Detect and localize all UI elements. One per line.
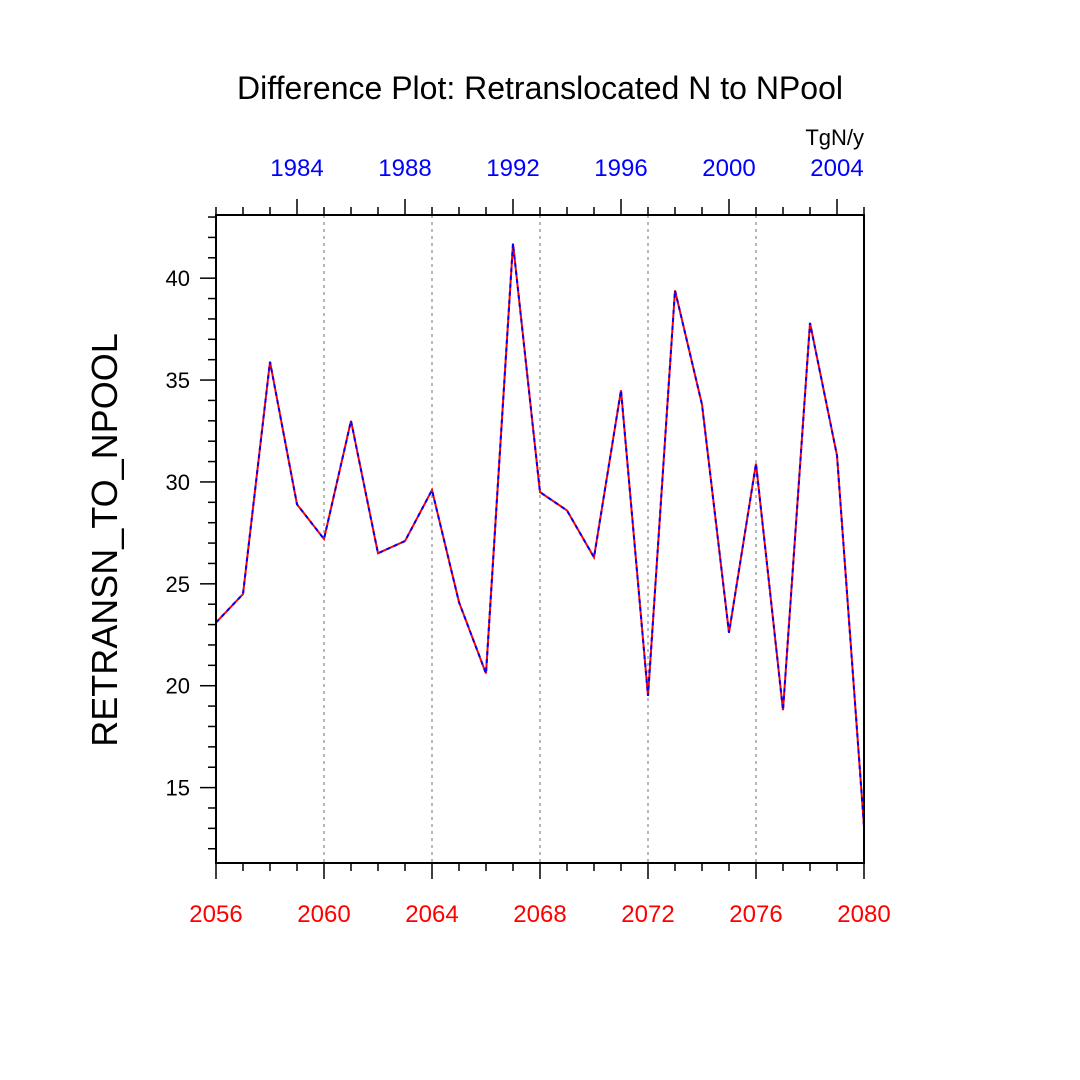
x-bottom-tick-label: 2064: [405, 901, 458, 928]
x-bottom-tick-label: 2076: [729, 901, 782, 928]
x-bottom-tick-label: 2068: [513, 901, 566, 928]
series-line-blue: [215, 243, 865, 827]
chart-title: Difference Plot: Retranslocated N to NPo…: [237, 70, 843, 106]
x-top-tick-label: 1992: [486, 155, 539, 182]
x-bottom-tick-label: 2072: [621, 901, 674, 928]
y-tick-label: 35: [166, 368, 190, 393]
x-top-tick-label: 2004: [810, 155, 863, 182]
y-tick-label: 40: [166, 266, 190, 291]
plot-frame: [215, 214, 865, 864]
y-tick-label: 20: [166, 674, 190, 699]
x-bottom-tick-label: 2080: [837, 901, 890, 928]
series-line-red: [215, 243, 865, 827]
x-top-tick-label: 2000: [702, 155, 755, 182]
x-top-tick-label: 1984: [270, 155, 323, 182]
x-top-tick-label: 1988: [378, 155, 431, 182]
units-label: TgN/y: [805, 125, 864, 150]
y-tick-label: 25: [166, 572, 190, 597]
data-series: [215, 243, 865, 827]
grid-lines: [323, 215, 757, 863]
x-bottom-tick-label: 2056: [189, 901, 242, 928]
y-tick-label: 30: [166, 470, 190, 495]
x-top-tick-label: 1996: [594, 155, 647, 182]
axis-ticks: [200, 199, 865, 879]
tick-labels: 2056 2060 2064 2068 2072 2076 2080 1984 1988 1992…: [166, 155, 891, 928]
y-axis-label: RETRANSN_TO_NPOOL: [84, 333, 125, 746]
y-tick-label: 15: [166, 776, 190, 801]
x-bottom-tick-label: 2060: [297, 901, 350, 928]
